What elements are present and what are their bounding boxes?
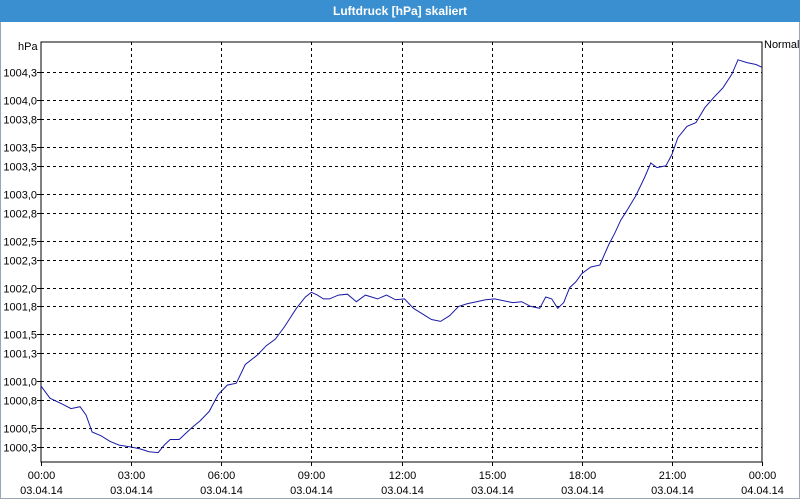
chart-title: Luftdruck [hPa] skaliert [0, 0, 800, 22]
y-tick-label: 1002,0 [3, 284, 37, 296]
x-tick-time: 03:00 [118, 470, 146, 482]
x-tick-time: 00:00 [28, 470, 56, 482]
y-axis-label: hPa [18, 41, 38, 53]
y-tick-label: 1003,0 [3, 190, 37, 202]
x-tick-time: 09:00 [298, 470, 326, 482]
x-tick-date: 03.04.14 [471, 485, 514, 497]
y-tick-label: 1002,5 [3, 237, 37, 249]
y-tick-label: 1002,8 [3, 209, 37, 221]
y-tick-label: 1004,0 [3, 96, 37, 108]
x-tick-time: 15:00 [479, 470, 507, 482]
x-tick-time: 18:00 [569, 470, 597, 482]
x-tick-time: 21:00 [659, 470, 687, 482]
x-tick-date: 03.04.14 [20, 485, 63, 497]
y-tick-label: 1003,5 [3, 143, 37, 155]
y-tick-label: 1000,3 [3, 443, 37, 455]
plot-area [40, 41, 763, 463]
y-axis-ticks: 1000,3 1000,5 1000,8 1001,0 1001,3 1001,5 1001… [3, 68, 41, 455]
x-tick-date: 03.04.14 [290, 485, 333, 497]
x-axis-ticks: 00:00 03.04.14 03:00 03.04.14 06:00 03.04.14 0… [20, 462, 784, 497]
y-tick-label: 1004,3 [3, 68, 37, 80]
y-tick-label: 1001,5 [3, 330, 37, 342]
x-tick-time: 00:00 [749, 470, 777, 482]
y-tick-label: 1000,5 [3, 424, 37, 436]
x-tick-time: 12:00 [389, 470, 417, 482]
grid-lines [41, 42, 762, 462]
series-lines [40, 59, 763, 454]
x-tick-date: 04.04.14 [741, 485, 784, 497]
x-tick-date: 03.04.14 [200, 485, 243, 497]
x-tick-date: 03.04.14 [651, 485, 694, 497]
legend-label: Normal [764, 39, 799, 51]
x-tick-date: 03.04.14 [381, 485, 424, 497]
y-tick-label: 1001,8 [3, 302, 37, 314]
y-tick-label: 1003,8 [3, 115, 37, 127]
y-tick-label: 1002,3 [3, 256, 37, 268]
y-tick-label: 1001,3 [3, 349, 37, 361]
y-tick-label: 1001,0 [3, 377, 37, 389]
x-tick-date: 03.04.14 [561, 485, 604, 497]
x-tick-date: 03.04.14 [110, 485, 153, 497]
y-tick-label: 1003,3 [3, 162, 37, 174]
series-line [40, 59, 763, 454]
y-tick-label: 1000,8 [3, 396, 37, 408]
x-tick-time: 06:00 [208, 470, 236, 482]
